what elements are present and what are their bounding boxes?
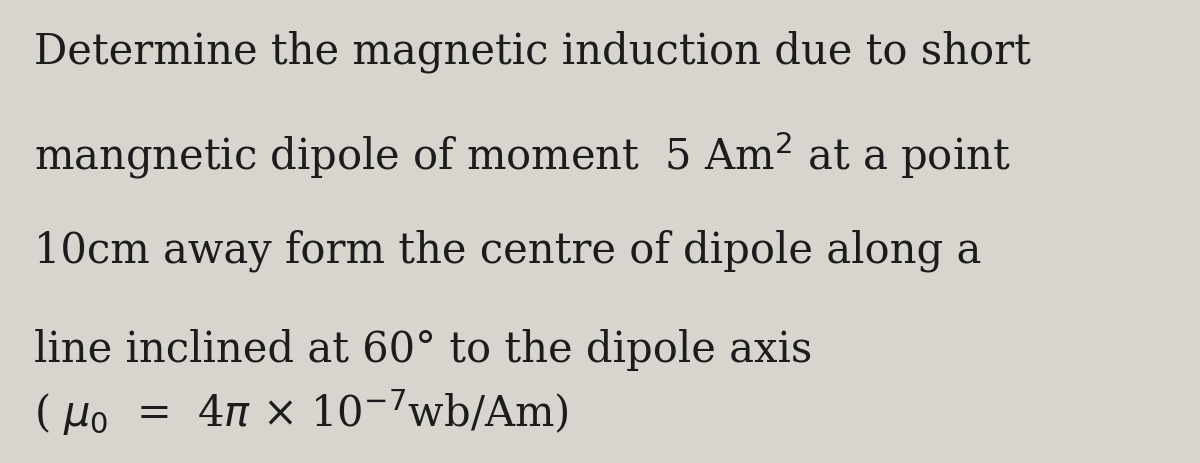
- Text: 10cm away form the centre of dipole along a: 10cm away form the centre of dipole alon…: [34, 229, 980, 272]
- Text: line inclined at 60° to the dipole axis: line inclined at 60° to the dipole axis: [34, 329, 812, 371]
- Text: mangnetic dipole of moment  5 Am$^{2}$ at a point: mangnetic dipole of moment 5 Am$^{2}$ at…: [34, 130, 1010, 181]
- Text: ( $\mu_{0}$  =  4$\pi$ × 10$^{-7}$wb/Am): ( $\mu_{0}$ = 4$\pi$ × 10$^{-7}$wb/Am): [34, 387, 569, 438]
- Text: Determine the magnetic induction due to short: Determine the magnetic induction due to …: [34, 30, 1031, 73]
